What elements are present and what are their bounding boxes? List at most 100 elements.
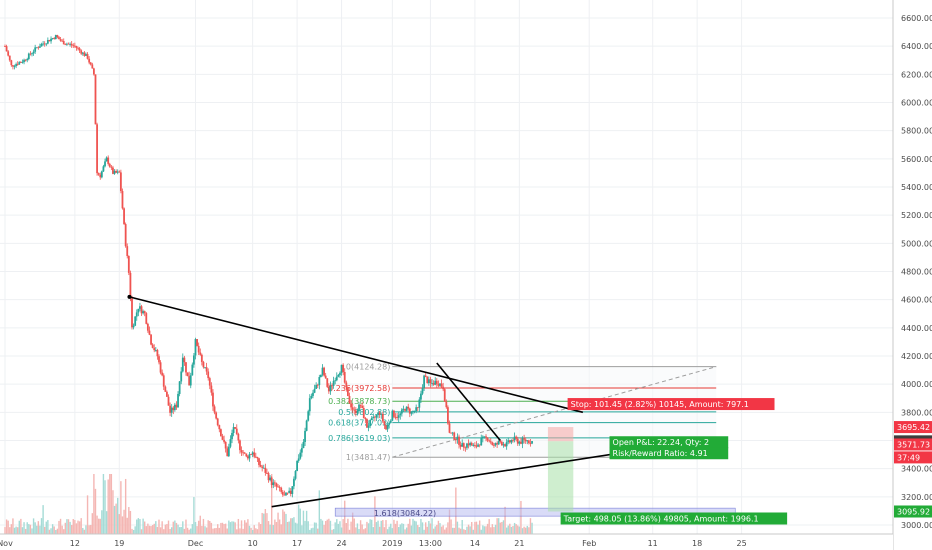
volume-bar [415,521,417,534]
volume-bar [213,528,216,534]
volume-bar [12,518,14,534]
volume-bar [48,529,51,534]
candle-body [108,163,111,167]
x-tick-label: 17 [292,539,302,548]
trendline-short [436,362,501,442]
candle-body [310,395,313,399]
volume-bar [96,515,98,534]
candle-body [129,272,132,299]
x-tick-label: 13:00 [419,539,442,548]
candle-body [80,50,83,54]
candle-body [412,411,414,412]
candle-body [139,306,141,309]
volume-bar [494,524,497,534]
candle-body [454,439,457,441]
volume-bar [348,529,351,534]
volume-bar [196,526,198,534]
volume-bar [521,528,524,534]
volume-bar [32,518,35,534]
y-tick-label: 4400.00 [901,324,932,333]
volume-bar [407,523,409,534]
target-label-box [560,512,788,525]
candle-body [43,43,46,45]
volume-bar [447,522,449,534]
candle-body [318,377,321,386]
volume-bar [429,523,432,534]
volume-bar [37,521,40,534]
volume-bar [236,529,238,534]
volume-bar [483,526,486,534]
volume-bar [471,521,473,534]
volume-bar [239,528,241,534]
candle-body [447,407,449,424]
volume-bar [353,518,355,534]
candle-body [205,367,208,372]
candle-body [85,54,87,56]
volume-bar [496,518,498,534]
volume-bar [204,526,206,534]
candle-body [123,208,125,225]
volume-bar [312,527,314,534]
volume-bar [120,481,122,534]
volume-bar [375,522,378,534]
candle-body [224,441,227,449]
volume-bar [220,522,222,534]
candle-body [242,452,245,454]
volume-bar [282,509,284,534]
volume-bar [280,524,282,534]
candle-body [442,386,445,390]
volume-bar [309,529,311,534]
volume-bar [131,528,133,534]
candle-body [334,380,337,382]
volume-bar [386,529,389,534]
candle-body [386,424,389,430]
candle-body [413,411,416,412]
time-axis: Nov 12 19 Dec 10 17 24 2019 13:00 14 21 Feb 11 18 25 [0,533,893,550]
candle-body [200,354,203,362]
volume-bar [383,527,386,534]
candle-body [397,415,400,418]
candle-body [31,53,33,55]
volume-bar [269,524,271,534]
volume-bar [223,523,225,534]
trendline-upper [129,296,584,414]
volume-bar [278,519,281,534]
candle-body [381,413,384,422]
candle-body [4,46,6,47]
volume-bar [398,527,400,534]
volume-bar [207,520,209,534]
volume-bar [409,518,411,534]
volume-bar [432,528,435,534]
candle-body [51,38,54,39]
position-labels: Stop: 101.45 (2.82%) 10145, Amount: 797.… [560,398,788,525]
candle-body [321,367,324,375]
candle-body [223,439,225,442]
candle-body [88,58,91,63]
candle-body [466,443,468,448]
volume-bar [485,526,487,534]
candle-body [118,171,121,173]
volume-bar [505,527,508,534]
candle-body [375,415,378,418]
volume-bar [342,519,344,534]
volume-bar [418,527,421,534]
fib-diagonal [392,366,717,458]
candle-body [81,52,84,54]
candle-body [420,393,422,400]
candle-body [181,357,184,372]
y-tick-label: 5400.00 [901,183,932,192]
candle-body [402,408,405,410]
candle-body [502,444,505,446]
volume-bar [172,521,174,534]
volume-bar [45,521,47,534]
volume-bar [513,522,516,534]
volume-bar [240,520,243,534]
candle-body [131,298,133,328]
candle-body [520,441,522,444]
price-tag-box [894,421,932,434]
volume-bar [255,528,257,534]
candle-body [5,46,8,52]
volume-bar [67,519,70,534]
volume-bar [351,512,354,534]
